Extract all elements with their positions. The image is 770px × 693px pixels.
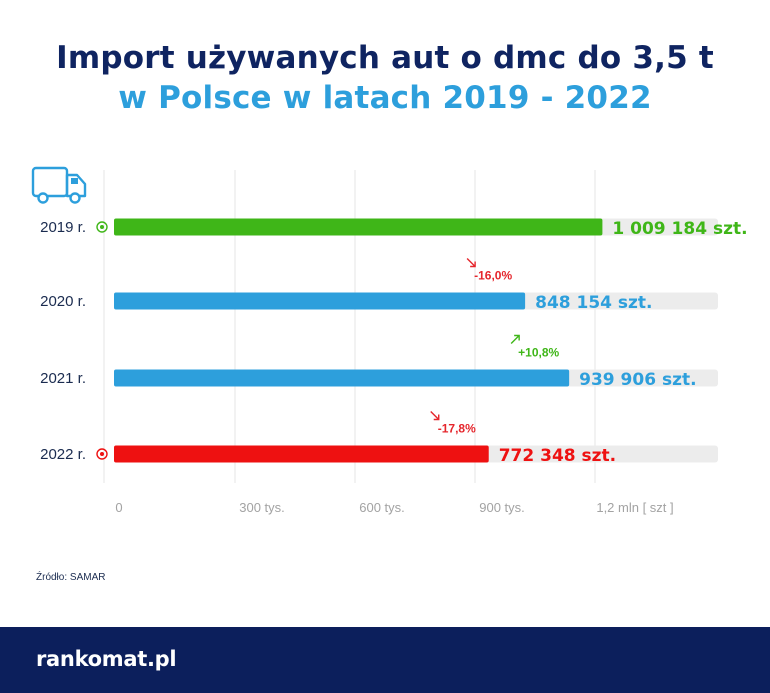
bar-chart: 2019 r. 1 009 184 szt. 2020 r. 848 154 szt.… <box>31 166 748 515</box>
highlight-dot-icon <box>96 448 108 460</box>
delivery-truck-icon <box>31 166 87 204</box>
bar <box>114 218 603 236</box>
x-tick-label: 300 tys. <box>239 500 285 515</box>
grid-lines <box>103 170 596 483</box>
value-label: 939 906 szt. <box>579 370 696 390</box>
highlight-dot-icon <box>96 221 108 233</box>
bar <box>114 292 526 310</box>
arrow-up-icon <box>510 334 520 344</box>
change-label: -16,0% <box>474 269 512 283</box>
highlight-dot-center <box>100 452 104 456</box>
x-tick-label: 900 tys. <box>479 500 525 515</box>
x-tick-label: 600 tys. <box>359 500 405 515</box>
chart-subtitle: w Polsce w latach 2019 - 2022 <box>118 80 652 116</box>
category-label: 2020 r. <box>40 293 86 310</box>
value-label: 848 154 szt. <box>535 293 652 313</box>
x-tick-label: 1,2 mln [ szt ] <box>596 500 673 515</box>
footer-bar: rankomat.pl <box>0 627 770 693</box>
bar <box>114 369 570 387</box>
change-label: +10,8% <box>518 346 559 360</box>
category-label: 2021 r. <box>40 370 86 387</box>
value-label: 1 009 184 szt. <box>612 219 747 239</box>
highlight-dot-center <box>100 225 104 229</box>
brand-logo: rankomat.pl <box>36 647 177 671</box>
source-note: Źródło: SAMAR <box>36 572 106 583</box>
x-axis: 0 300 tys. 600 tys. 900 tys. 1,2 mln [ szt ] <box>115 500 673 515</box>
x-tick-label: 0 <box>115 500 122 515</box>
arrow-down-icon <box>430 411 440 421</box>
bar <box>114 445 489 463</box>
arrow-down-icon <box>466 258 476 268</box>
category-label: 2019 r. <box>40 219 86 236</box>
bars: 2019 r. 1 009 184 szt. 2020 r. 848 154 szt.… <box>40 218 748 466</box>
value-label: 772 348 szt. <box>499 446 616 466</box>
chart-title: Import używanych aut o dmc do 3,5 t <box>56 40 714 76</box>
category-label: 2022 r. <box>40 446 86 463</box>
change-label: -17,8% <box>438 422 476 436</box>
